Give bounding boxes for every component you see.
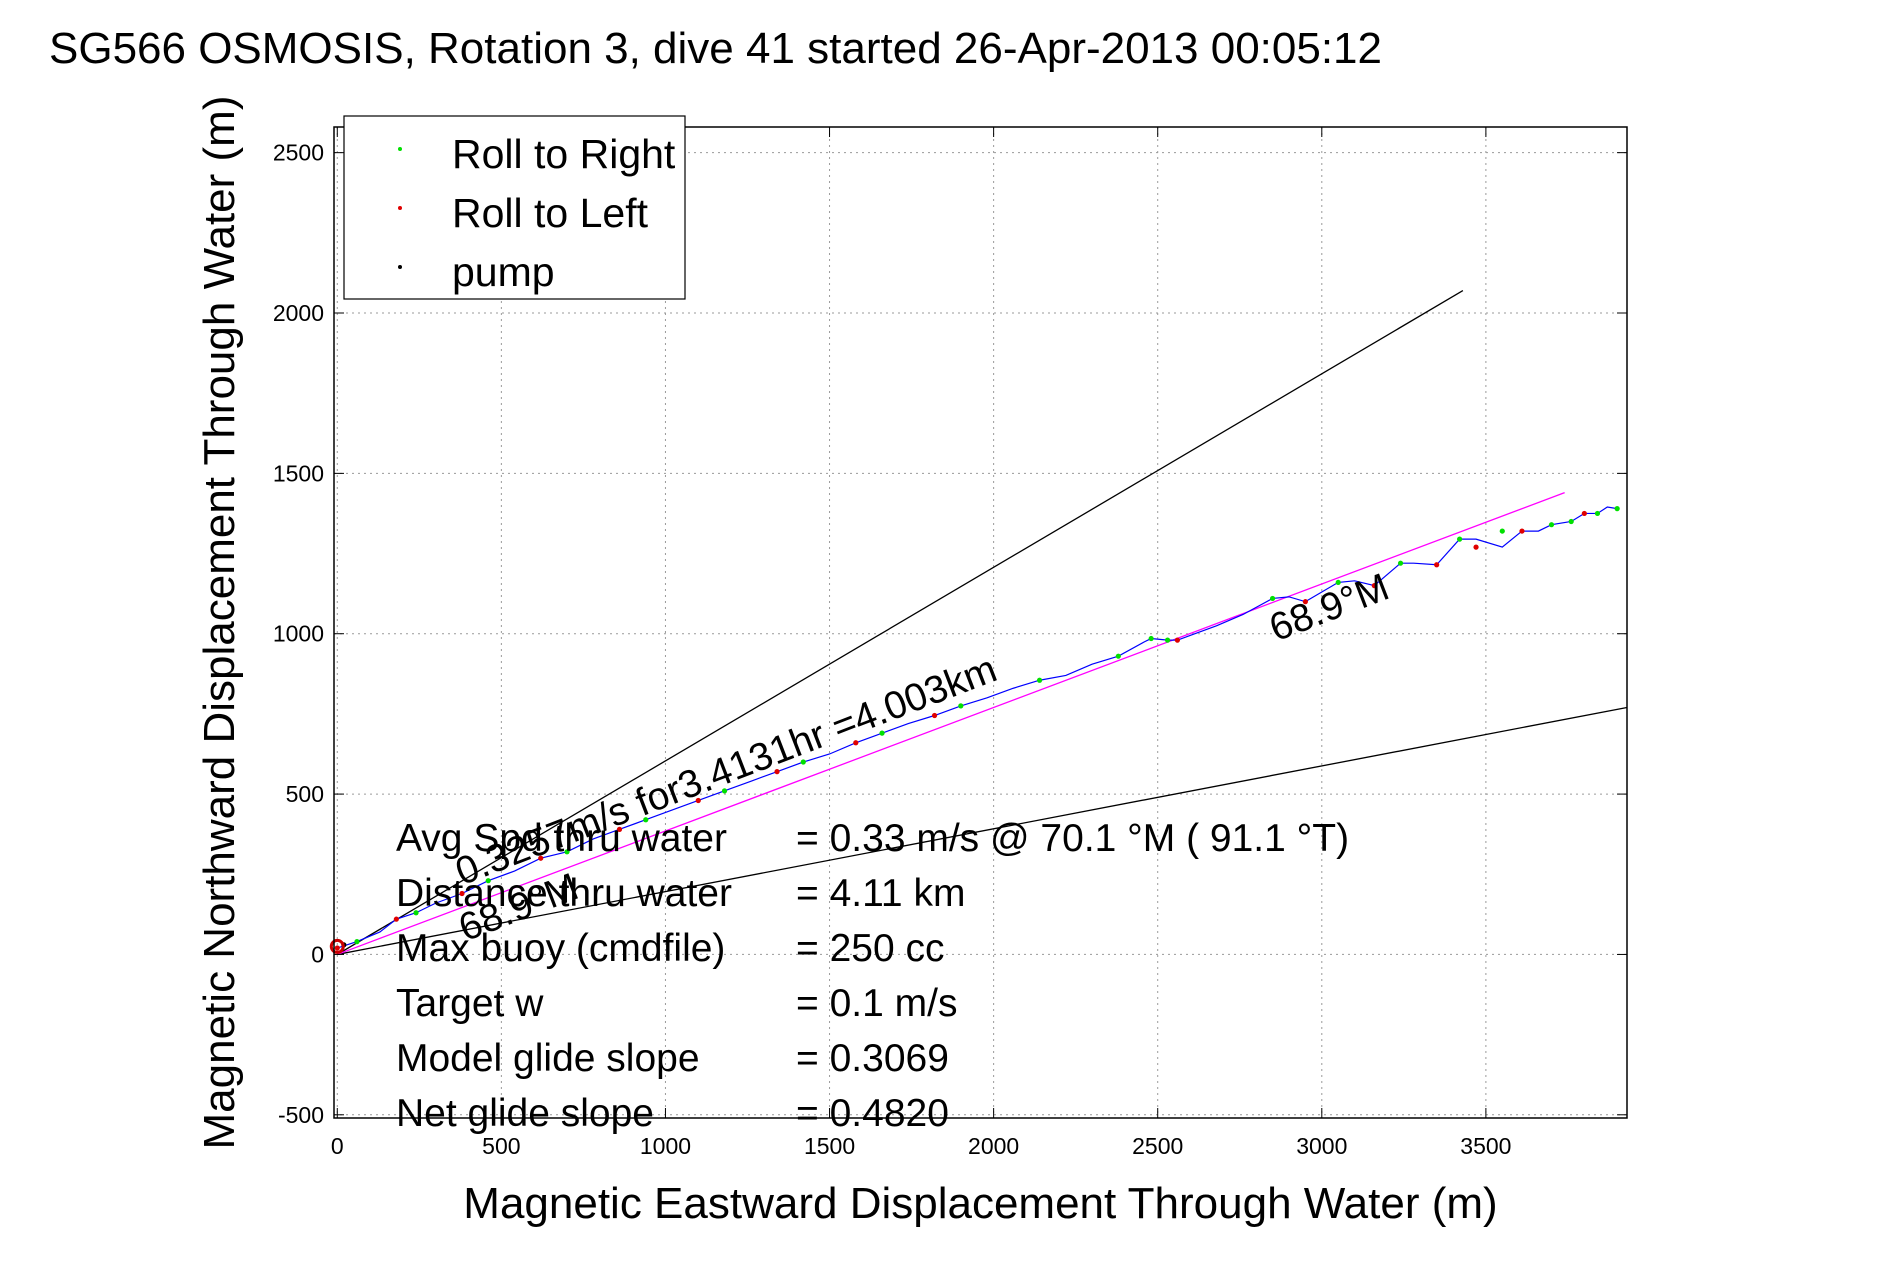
roll-left-point: [931, 712, 938, 719]
bound-line: [337, 706, 1628, 956]
y-tick-label: 1000: [273, 621, 324, 647]
legend-label: pump: [452, 249, 555, 295]
legend: Roll to Right Roll to Left pump: [343, 115, 686, 300]
start-marker: [329, 938, 345, 954]
roll-right-point: [413, 910, 419, 916]
x-tick-label: 1500: [804, 1133, 855, 1159]
line-annotation: 68.9°M: [1264, 566, 1395, 651]
roll-right-point: [1335, 579, 1341, 586]
x-tick-label: 3000: [1296, 1133, 1347, 1159]
roll-left-point: [1473, 544, 1479, 550]
x-tick-label: 2000: [968, 1133, 1019, 1159]
stat-label: Avg Spd thru water: [396, 817, 727, 860]
legend-marker: [398, 206, 402, 210]
stat-label: Net glide slope: [396, 1092, 654, 1135]
stat-value: = 250 cc: [796, 927, 945, 970]
roll-right-point: [1269, 595, 1276, 602]
roll-right-point: [354, 939, 360, 945]
y-tick-label: 500: [286, 781, 324, 807]
axis-ticks: 0 500 1000 1500 2000 2500 3000 3500 -500 0 500 1000…: [273, 127, 1627, 1159]
legend-label: Roll to Right: [452, 131, 676, 177]
stat-value: = 4.11 km: [796, 872, 965, 915]
bound-line: [336, 290, 1464, 955]
legend-label: Roll to Left: [452, 190, 649, 236]
roll-left-point: [1371, 583, 1377, 589]
roll-left-point: [853, 740, 859, 746]
roll-left-point: [1434, 562, 1440, 568]
heading-line: [337, 492, 1565, 956]
roll-left-point: [334, 945, 340, 951]
roll-left-point: [1519, 528, 1525, 534]
roll-right-point: [1499, 528, 1505, 534]
x-tick-label: 1000: [640, 1133, 691, 1159]
roll-right-point: [958, 703, 964, 709]
roll-left-point: [538, 855, 544, 861]
y-axis-label: Magnetic Northward Displacement Through …: [195, 96, 244, 1150]
y-tick-label: 1500: [273, 460, 324, 486]
track-line: [337, 506, 1618, 949]
roll-right-point: [1397, 560, 1404, 566]
roll-right-point: [721, 788, 728, 794]
roll-right-point: [564, 849, 570, 855]
roll-left-point: [695, 797, 701, 804]
stat-label: Target w: [396, 982, 544, 1025]
roll-right-point: [485, 878, 491, 884]
roll-left-point: [1581, 510, 1587, 517]
roll-right-point: [800, 759, 806, 765]
roll-right-point: [1548, 522, 1555, 528]
dive-track: [337, 506, 1618, 949]
stat-value: = 0.1 m/s: [796, 982, 957, 1025]
y-tick-label: 0: [311, 941, 324, 967]
y-tick-label: -500: [278, 1102, 324, 1128]
roll-right-point: [1036, 677, 1043, 683]
roll-left-point: [459, 890, 465, 897]
legend-marker: [398, 147, 402, 151]
x-axis-label: Magnetic Eastward Displacement Through W…: [463, 1179, 1497, 1228]
roll-left-point: [393, 916, 399, 922]
roll-points: [329, 506, 1620, 954]
roll-right-point: [1457, 536, 1463, 542]
roll-right-point: [1594, 510, 1601, 517]
roll-left-point: [1174, 637, 1181, 643]
roll-right-point: [1164, 637, 1171, 643]
x-tick-label: 500: [482, 1133, 520, 1159]
stat-label: Max buoy (cmdfile): [396, 927, 725, 970]
roll-left-point: [616, 826, 623, 832]
roll-right-point: [879, 730, 885, 736]
stat-value: = 0.33 m/s @ 70.1 °M ( 91.1 °T): [796, 817, 1349, 860]
roll-right-point: [1568, 518, 1574, 525]
stat-value: = 0.4820: [796, 1092, 949, 1135]
y-tick-label: 2500: [273, 140, 324, 166]
x-tick-label: 0: [331, 1133, 344, 1159]
roll-right-point: [643, 817, 649, 823]
stat-label: Model glide slope: [396, 1037, 700, 1080]
stat-value: = 0.3069: [796, 1037, 949, 1080]
roll-right-point: [1148, 635, 1154, 642]
chart-title: SG566 OSMOSIS, Rotation 3, dive 41 start…: [49, 24, 1382, 73]
reference-lines: [336, 290, 1628, 956]
y-tick-label: 2000: [273, 300, 324, 326]
plot-frame: [333, 126, 1628, 1119]
roll-left-point: [774, 769, 780, 775]
legend-marker: [398, 265, 402, 269]
roll-right-point: [1115, 653, 1121, 659]
roll-right-point: [1614, 506, 1620, 512]
roll-left-point: [1302, 599, 1308, 605]
stat-label: Distance thru water: [396, 872, 732, 915]
dive-statistics: Avg Spd thru water = 0.33 m/s @ 70.1 °M (…: [396, 817, 1349, 1135]
x-tick-label: 2500: [1132, 1133, 1183, 1159]
x-tick-label: 3500: [1460, 1133, 1511, 1159]
